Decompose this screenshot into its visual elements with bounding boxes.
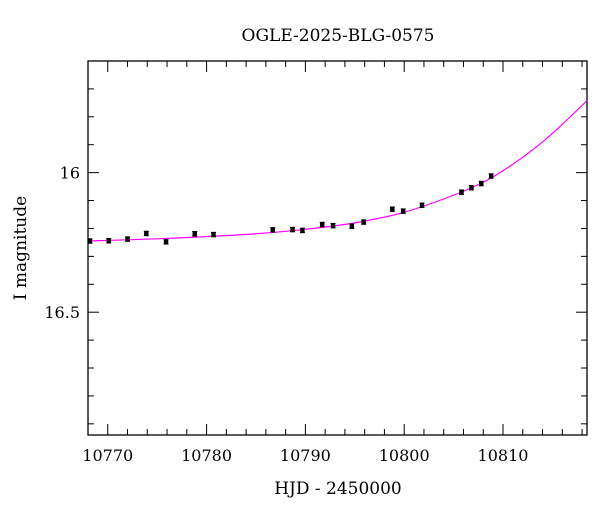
data-point bbox=[290, 226, 296, 233]
x-axis-label: HJD - 2450000 bbox=[274, 479, 402, 499]
y-tick-label: 16 bbox=[60, 164, 80, 183]
data-point bbox=[270, 227, 276, 233]
data-point bbox=[419, 202, 425, 209]
data-point bbox=[389, 206, 395, 212]
data-point bbox=[459, 189, 465, 195]
data-point bbox=[400, 208, 406, 214]
data-point bbox=[330, 222, 336, 229]
x-tick-label: 10800 bbox=[379, 446, 430, 465]
x-tick-label: 10780 bbox=[181, 446, 232, 465]
data-point bbox=[468, 184, 474, 191]
data-point bbox=[192, 231, 198, 237]
plot-area bbox=[87, 60, 588, 436]
data-points bbox=[87, 173, 494, 245]
data-point bbox=[210, 231, 216, 238]
y-tick-label: 16.5 bbox=[44, 303, 80, 322]
axis-ticks bbox=[87, 60, 587, 435]
data-point bbox=[488, 173, 494, 179]
x-tick-label: 10790 bbox=[280, 446, 331, 465]
x-tick-labels: 10770 10780 10790 10800 10810 bbox=[82, 446, 528, 465]
x-tick-label: 10770 bbox=[82, 446, 133, 465]
data-point bbox=[319, 221, 325, 228]
x-tick-label: 10810 bbox=[478, 446, 529, 465]
y-axis-label: I magnitude bbox=[11, 196, 31, 300]
data-point bbox=[349, 223, 355, 229]
data-point bbox=[106, 238, 112, 244]
data-point bbox=[143, 230, 149, 237]
model-curve bbox=[87, 100, 588, 242]
chart-title: OGLE-2025-BLG-0575 bbox=[242, 26, 435, 46]
data-point bbox=[299, 227, 305, 234]
y-tick-labels: 16 16.5 bbox=[44, 164, 80, 323]
data-point bbox=[478, 180, 484, 187]
data-point bbox=[163, 239, 169, 245]
data-point bbox=[87, 238, 93, 244]
plot-frame bbox=[87, 60, 588, 436]
data-point bbox=[125, 236, 131, 242]
data-point bbox=[361, 219, 367, 225]
